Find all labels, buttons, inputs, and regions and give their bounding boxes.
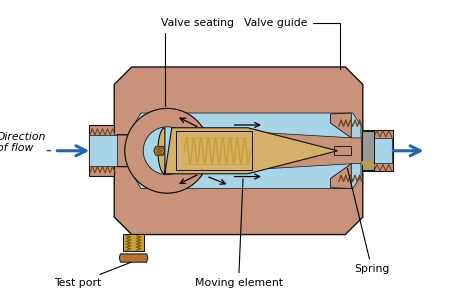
Polygon shape <box>154 146 165 155</box>
Circle shape <box>143 127 191 175</box>
Polygon shape <box>117 164 361 188</box>
Polygon shape <box>158 128 337 174</box>
Text: Valve guide: Valve guide <box>244 18 340 69</box>
Polygon shape <box>125 108 210 193</box>
Polygon shape <box>361 138 392 163</box>
Polygon shape <box>123 234 144 251</box>
Polygon shape <box>176 131 252 170</box>
Polygon shape <box>114 67 363 235</box>
Text: Test port: Test port <box>54 262 131 288</box>
Circle shape <box>125 108 210 193</box>
Polygon shape <box>334 146 351 155</box>
Polygon shape <box>117 113 361 138</box>
Text: Valve seating: Valve seating <box>161 18 234 106</box>
Polygon shape <box>362 131 374 170</box>
Text: Direction
of flow: Direction of flow <box>0 132 46 153</box>
Polygon shape <box>119 254 148 262</box>
Polygon shape <box>330 113 351 138</box>
Polygon shape <box>330 164 351 188</box>
Text: Spring: Spring <box>347 168 390 275</box>
Polygon shape <box>89 125 114 176</box>
Polygon shape <box>90 135 117 166</box>
Text: Moving element: Moving element <box>194 179 283 288</box>
Polygon shape <box>363 130 393 172</box>
